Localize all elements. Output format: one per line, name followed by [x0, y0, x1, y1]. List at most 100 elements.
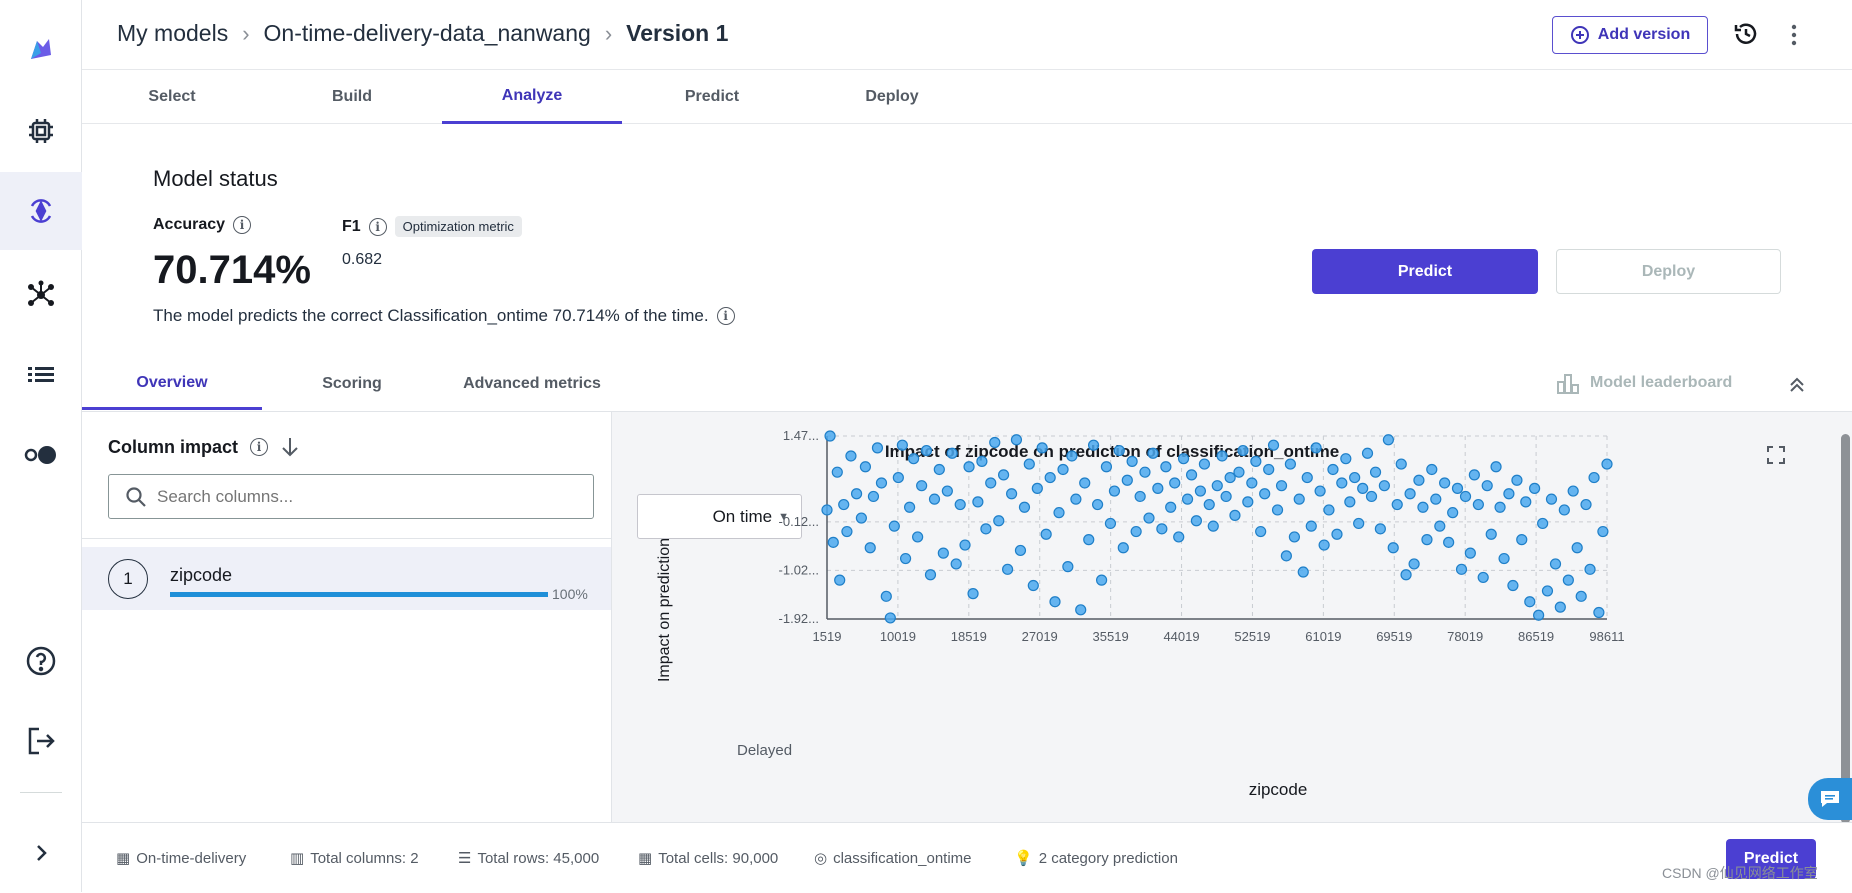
data-point — [1580, 498, 1592, 511]
data-point — [1010, 434, 1023, 446]
data-point — [1014, 544, 1027, 557]
sort-arrow-down-icon[interactable] — [280, 436, 300, 458]
footer-rows-text: Total rows: 45,000 — [477, 849, 600, 867]
search-columns-field[interactable] — [108, 474, 594, 519]
fullscreen-icon[interactable] — [1767, 446, 1785, 469]
data-point — [859, 461, 872, 473]
info-icon[interactable]: i — [233, 216, 252, 234]
history-icon[interactable] — [1732, 20, 1760, 53]
tab-predict[interactable]: Predict — [684, 88, 740, 105]
data-point — [1541, 585, 1554, 597]
app-logo[interactable] — [0, 10, 82, 88]
data-point — [896, 439, 908, 451]
data-point — [1369, 466, 1382, 478]
network-icon[interactable] — [0, 256, 82, 334]
search-input[interactable] — [157, 486, 577, 507]
data-point — [1139, 466, 1151, 478]
models-icon[interactable] — [0, 172, 82, 250]
help-icon[interactable] — [0, 622, 82, 700]
info-icon[interactable]: i — [716, 307, 735, 325]
data-point — [1066, 450, 1078, 462]
data-point — [1503, 488, 1515, 500]
data-point — [1079, 477, 1091, 489]
data-point — [880, 590, 892, 602]
plus-circle-icon — [1570, 26, 1589, 44]
data-point — [972, 496, 984, 508]
model-status-title: Model status — [153, 166, 278, 191]
data-point — [1400, 569, 1412, 581]
data-point — [1472, 498, 1484, 511]
data-point — [1374, 523, 1386, 535]
data-point — [1207, 520, 1219, 532]
x-tick-label: 18519 — [951, 629, 987, 644]
data-point — [850, 488, 863, 500]
footer-predict-button[interactable]: Predict — [1726, 839, 1816, 879]
chip-icon[interactable] — [0, 92, 82, 170]
data-point — [1421, 534, 1433, 546]
data-point — [1357, 482, 1369, 494]
info-icon[interactable]: i — [250, 438, 269, 456]
footer-prediction-type: 💡 2 category prediction — [1014, 823, 1178, 893]
data-point — [1490, 461, 1502, 473]
data-point — [1336, 477, 1348, 489]
leaderboard-icon — [1557, 374, 1579, 394]
tab-overview[interactable]: Overview — [82, 358, 262, 410]
f1-label: F1 — [342, 217, 361, 235]
data-point — [1053, 507, 1065, 519]
add-version-button[interactable]: Add version — [1552, 16, 1708, 54]
tab-select[interactable]: Select — [148, 88, 196, 105]
info-icon[interactable]: i — [368, 217, 387, 236]
data-point — [1365, 490, 1378, 503]
list-item[interactable]: 1 zipcode 100% — [82, 547, 612, 610]
scrollbar[interactable] — [1838, 412, 1852, 824]
description-text: The model predicts the correct Classific… — [153, 306, 709, 325]
feedback-button[interactable] — [1808, 778, 1852, 820]
expand-rail-icon[interactable] — [0, 814, 82, 892]
data-point — [1443, 536, 1455, 548]
x-tick-label: 98611 — [1589, 629, 1624, 644]
data-point — [1601, 458, 1613, 470]
breadcrumb-root[interactable]: My models — [117, 20, 229, 46]
data-point — [1593, 606, 1605, 619]
data-point — [1301, 471, 1313, 484]
footer-target: ◎ classification_ontime — [814, 823, 972, 893]
collapse-icon[interactable] — [1786, 374, 1808, 401]
data-point — [912, 531, 924, 543]
data-point — [1455, 563, 1468, 575]
scatter-plot: 1.47... -0.12... -1.02... -1.92... 1519 10019… — [779, 428, 1625, 644]
toggle-icon[interactable] — [0, 416, 82, 494]
data-point — [1537, 517, 1549, 530]
data-point — [821, 504, 833, 516]
list-icon[interactable] — [0, 336, 82, 414]
data-point — [1156, 523, 1168, 535]
tab-build[interactable]: Build — [332, 88, 372, 105]
tab-analyze[interactable]: Analyze — [442, 70, 622, 124]
model-leaderboard-link[interactable]: Model leaderboard — [1556, 372, 1732, 394]
data-point — [1507, 579, 1519, 592]
data-point — [1220, 490, 1232, 503]
breadcrumb-dataset[interactable]: On-time-delivery-data_nanwang — [263, 20, 591, 46]
tab-deploy[interactable]: Deploy — [865, 88, 919, 105]
column-name: zipcode — [170, 565, 233, 585]
x-tick-label: 69519 — [1376, 629, 1412, 644]
data-point — [985, 477, 997, 489]
tab-advanced-metrics[interactable]: Advanced metrics — [463, 375, 601, 392]
sign-out-icon[interactable] — [0, 702, 82, 780]
data-point — [1160, 461, 1172, 473]
tab-scoring[interactable]: Scoring — [322, 375, 382, 392]
data-point — [1426, 463, 1438, 476]
data-point — [1194, 485, 1207, 497]
class-selector[interactable]: On time ▼ — [637, 494, 802, 539]
columns-icon: ▥ — [290, 850, 305, 867]
predict-button[interactable]: Predict — [1312, 249, 1538, 294]
data-point — [1152, 482, 1164, 494]
data-point — [1554, 601, 1566, 613]
data-point — [1562, 574, 1574, 586]
data-point — [1314, 485, 1326, 497]
optimization-badge: Optimization metric — [394, 216, 522, 237]
data-point — [1524, 596, 1536, 608]
more-options-icon[interactable] — [1782, 22, 1806, 53]
deploy-button[interactable]: Deploy — [1556, 249, 1781, 294]
column-impact-header: Column impact i — [108, 436, 300, 458]
chat-icon — [1821, 791, 1839, 807]
